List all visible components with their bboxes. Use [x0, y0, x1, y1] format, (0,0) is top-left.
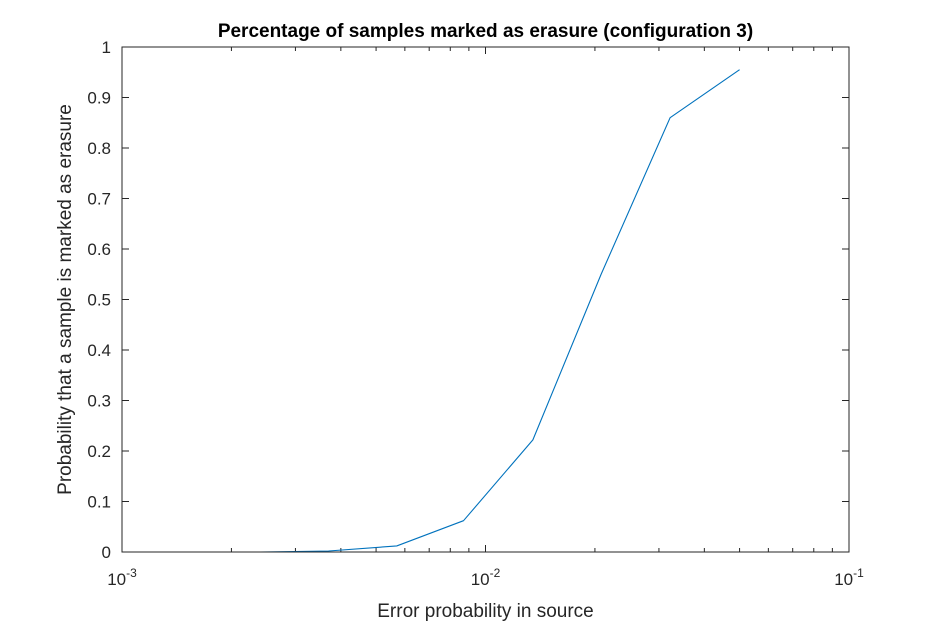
- y-tick-label: 0.8: [87, 139, 111, 158]
- y-tick-label: 0.9: [87, 89, 111, 108]
- y-tick-label: 0: [102, 543, 111, 562]
- chart-title: Percentage of samples marked as erasure …: [218, 21, 753, 42]
- y-axis-label: Probability that a sample is marked as e…: [55, 104, 76, 495]
- y-tick-label: 0.5: [87, 291, 111, 310]
- y-tick-label: 0.3: [87, 392, 111, 411]
- plot-area: [122, 47, 849, 552]
- y-tick-label: 1: [102, 38, 111, 57]
- y-tick-label: 0.1: [87, 493, 111, 512]
- x-tick-labels: 10-3 10-2 10-1: [107, 566, 864, 589]
- y-tick-label: 0.7: [87, 190, 111, 209]
- axes-box: [121, 46, 850, 553]
- y-tick-label: 0.4: [87, 341, 111, 360]
- x-axis-label: Error probability in source: [377, 601, 593, 622]
- x-tick-label: 10-1: [834, 566, 864, 589]
- y-tick-label: 0.2: [87, 442, 111, 461]
- y-tick-label: 0.6: [87, 240, 111, 259]
- x-tick-label: 10-3: [107, 566, 137, 589]
- x-tick-label: 10-2: [471, 566, 501, 589]
- y-tick-labels: 0 0.1 0.2 0.3 0.4 0.5 0.6 0.7 0.8 0.9 1: [87, 38, 111, 562]
